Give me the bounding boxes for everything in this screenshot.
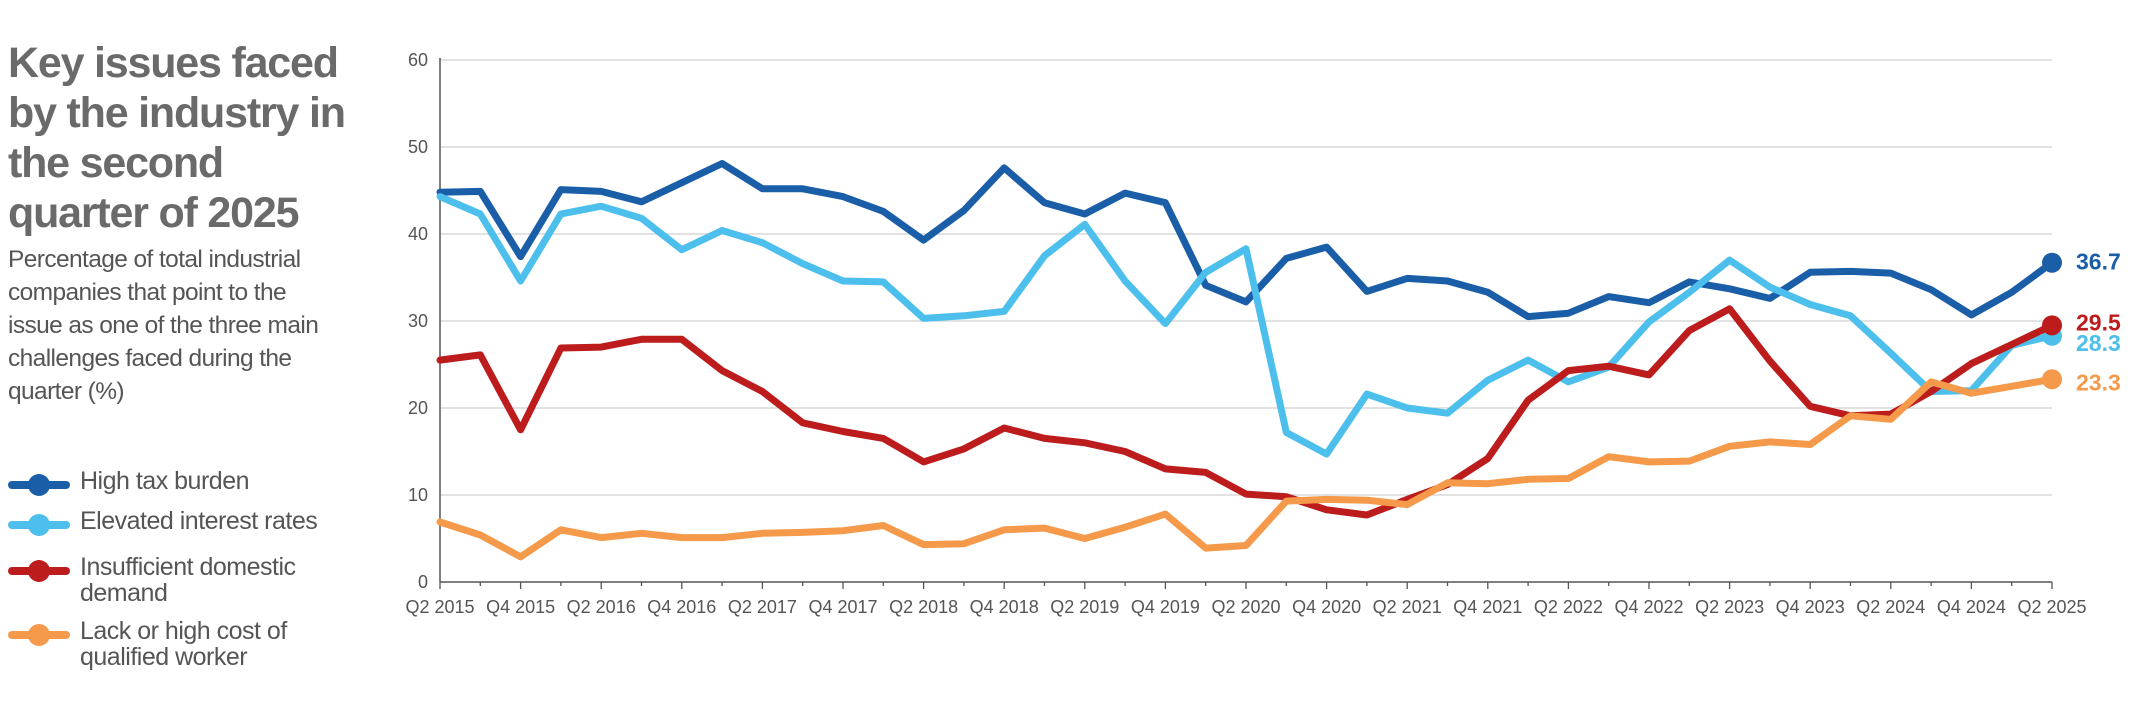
legend-item-2: Insufficient domestic demand [0, 554, 350, 606]
legend-swatch-2 [8, 560, 70, 582]
legend-label-0: High tax burden [80, 467, 250, 495]
x-tick-label: Q4 2017 [808, 597, 877, 617]
series-end-marker-0 [2042, 252, 2062, 273]
x-tick-label: Q4 2021 [1453, 597, 1522, 617]
series-line-0 [436, 160, 2056, 321]
series-end-label-3: 23.3 [2076, 369, 2121, 395]
x-tick-label: Q2 2024 [1856, 597, 1925, 617]
x-tick-label: Q2 2023 [1695, 597, 1764, 617]
series-line-1 [436, 193, 2056, 458]
x-tick-label: Q2 2025 [2017, 597, 2086, 617]
x-tick-label: Q2 2021 [1373, 597, 1442, 617]
x-tick-label: Q4 2020 [1292, 597, 1361, 617]
chart-title: Key issues faced by the industry in the … [8, 39, 346, 237]
x-tick-label: Q2 2017 [728, 597, 797, 617]
x-tick-label: Q2 2020 [1211, 597, 1280, 617]
grid-layer [440, 59, 2052, 496]
series-end-marker-2 [2042, 315, 2062, 336]
y-tick-label: 50 [408, 137, 428, 157]
series-end-label-0: 36.7 [2076, 249, 2121, 275]
x-tick-label: Q2 2019 [1050, 597, 1119, 617]
series-end-label-2: 29.5 [2076, 309, 2121, 335]
legend-label-2: Insufficient domestic demand [80, 553, 296, 607]
legend-item-0: High tax burden [0, 468, 350, 508]
y-tick-label: 40 [408, 224, 428, 244]
legend-swatch-1 [8, 514, 70, 536]
legend-item-3: Lack or high cost of qualified worker [0, 618, 350, 670]
x-tick-label: Q4 2019 [1131, 597, 1200, 617]
x-tick-label: Q2 2015 [405, 597, 474, 617]
series-layer [436, 160, 2062, 561]
y-tick-label: 10 [408, 485, 428, 505]
axis-layer: 0 10 20 30 40 50 60 Q2 2015 Q4 2015 Q2 2016 Q4 201… [405, 50, 2086, 617]
series-end-label-1: 28.3 [2076, 330, 2121, 356]
series-line-2 [436, 305, 2056, 519]
legend-swatch-3 [8, 624, 70, 646]
series-end-marker-3 [2042, 369, 2062, 390]
y-tick-label: 30 [408, 311, 428, 331]
legend-label-1: Elevated interest rates [80, 507, 318, 535]
x-tick-label: Q4 2016 [647, 597, 716, 617]
x-tick-label: Q4 2023 [1776, 597, 1845, 617]
legend-item-1: Elevated interest rates [0, 508, 350, 548]
legend-label-3: Lack or high cost of qualified worker [80, 617, 287, 671]
x-tick-label: Q4 2024 [1937, 597, 2006, 617]
chart-subtitle: Percentage of total industrial companies… [8, 246, 319, 405]
y-tick-label: 0 [418, 572, 428, 592]
legend-swatch-0 [8, 474, 70, 496]
x-tick-label: Q4 2018 [970, 597, 1039, 617]
x-tick-label: Q2 2018 [889, 597, 958, 617]
y-tick-label: 20 [408, 398, 428, 418]
label-layer: 36.7 28.329.5 23.3 [2076, 249, 2121, 396]
x-tick-label: Q2 2016 [567, 597, 636, 617]
y-tick-label: 60 [408, 50, 428, 70]
x-tick-label: Q4 2015 [486, 597, 555, 617]
x-tick-label: Q2 2022 [1534, 597, 1603, 617]
series-line-3 [436, 375, 2056, 561]
x-tick-label: Q4 2022 [1614, 597, 1683, 617]
